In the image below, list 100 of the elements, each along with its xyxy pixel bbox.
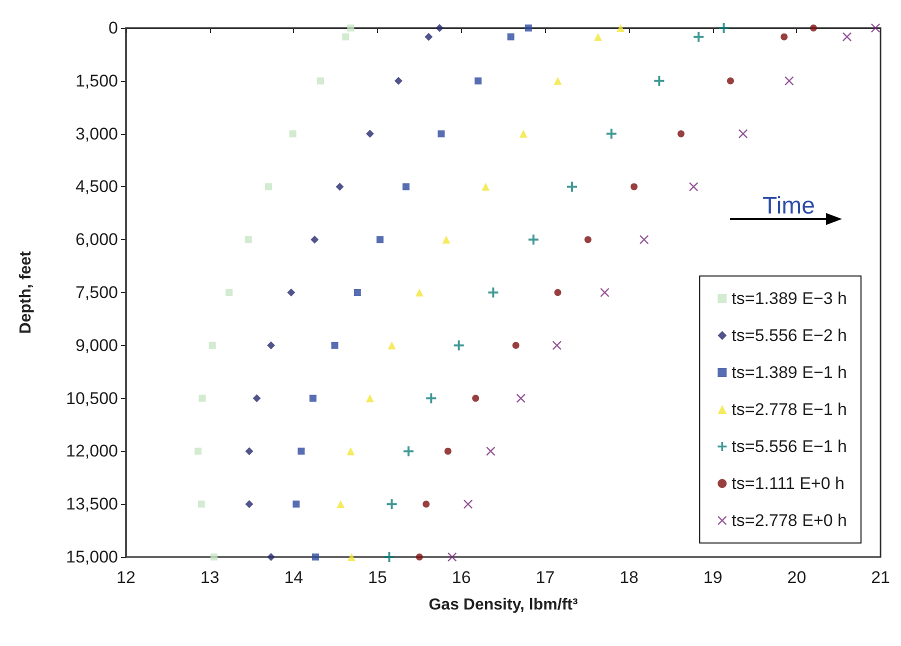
y-tick-label: 4,500 xyxy=(75,177,118,196)
x-axis-title: Gas Density, lbm/ft³ xyxy=(428,596,578,614)
point xyxy=(488,288,498,298)
point xyxy=(442,236,450,244)
point xyxy=(512,342,520,349)
point xyxy=(554,289,562,296)
point xyxy=(366,130,374,138)
point xyxy=(198,394,206,402)
legend-label: ts=1.389 E−3 h xyxy=(732,289,848,308)
point xyxy=(516,394,526,403)
point xyxy=(594,32,602,41)
point xyxy=(267,553,276,561)
point xyxy=(354,289,361,296)
point xyxy=(810,24,817,32)
point xyxy=(718,23,729,33)
point xyxy=(438,130,445,138)
legend-label: ts=2.778 E+0 h xyxy=(732,511,848,530)
point xyxy=(388,341,396,350)
x-tick-label: 20 xyxy=(787,568,806,587)
x-tick-label: 13 xyxy=(200,568,220,587)
legend-label: ts=5.556 E−1 h xyxy=(732,437,848,456)
point xyxy=(252,394,261,402)
point xyxy=(342,33,350,40)
point xyxy=(600,288,610,297)
point xyxy=(486,446,496,456)
point xyxy=(524,24,532,32)
point xyxy=(310,236,319,244)
point xyxy=(376,236,384,244)
point xyxy=(567,182,578,192)
point xyxy=(444,448,452,455)
point xyxy=(386,499,397,510)
y-tick-label: 9,000 xyxy=(75,336,118,355)
point xyxy=(287,288,296,296)
point xyxy=(726,77,734,84)
point xyxy=(289,130,296,138)
point xyxy=(347,24,354,32)
legend-label: ts=5.556 E−2 h xyxy=(732,326,848,345)
y-tick-label: 15,000 xyxy=(66,548,118,566)
point xyxy=(448,552,457,562)
point xyxy=(394,76,402,85)
point xyxy=(194,448,202,455)
point xyxy=(404,446,414,456)
point xyxy=(654,76,664,86)
point xyxy=(784,76,794,86)
x-tick-label: 18 xyxy=(620,568,638,587)
point xyxy=(507,33,514,40)
point xyxy=(616,24,625,32)
point xyxy=(482,182,490,191)
y-tick-label: 13,500 xyxy=(66,494,118,514)
point xyxy=(312,554,319,560)
point xyxy=(454,340,464,350)
point xyxy=(244,236,252,244)
point xyxy=(346,447,355,456)
y-tick-label: 12,000 xyxy=(66,442,118,461)
point xyxy=(336,500,345,508)
point xyxy=(738,129,748,138)
point xyxy=(210,554,218,560)
x-tick-label: 14 xyxy=(284,568,304,587)
point xyxy=(606,128,616,139)
y-tick-label: 10,500 xyxy=(66,388,118,408)
y-tick-label: 3,000 xyxy=(75,124,118,144)
point xyxy=(426,393,436,404)
point xyxy=(422,500,430,508)
point xyxy=(678,130,685,138)
point xyxy=(384,552,394,562)
annotation: Time xyxy=(762,192,816,220)
point xyxy=(689,182,698,192)
point xyxy=(519,130,528,138)
x-tick-label: 21 xyxy=(871,568,890,587)
point xyxy=(309,394,316,402)
point xyxy=(552,340,562,350)
point xyxy=(472,394,480,402)
point xyxy=(436,24,444,32)
point xyxy=(317,77,324,84)
point xyxy=(402,183,410,190)
y-tick-label: 6,000 xyxy=(75,230,118,250)
point xyxy=(331,342,338,349)
point xyxy=(416,554,423,560)
point xyxy=(366,394,374,402)
x-tick-label: 15 xyxy=(368,568,387,587)
point xyxy=(208,342,216,349)
point xyxy=(694,32,704,42)
y-tick-label: 7,500 xyxy=(75,283,118,302)
x-tick-label: 19 xyxy=(703,568,722,587)
point xyxy=(424,32,433,41)
y-tick-label: 0 xyxy=(108,18,118,38)
point xyxy=(265,183,272,190)
point xyxy=(245,500,254,508)
y-tick-label: 1,500 xyxy=(75,71,118,90)
point xyxy=(528,234,538,245)
point xyxy=(554,76,562,85)
point xyxy=(336,182,344,191)
point xyxy=(298,448,305,455)
point xyxy=(640,235,649,244)
point xyxy=(780,33,788,40)
legend-label: ts=2.778 E−1 h xyxy=(732,400,848,419)
point xyxy=(348,553,356,561)
point xyxy=(226,289,233,296)
legend-label: ts=1.389 E−1 h xyxy=(732,363,848,382)
y-axis-title: Depth, feet xyxy=(18,250,34,334)
